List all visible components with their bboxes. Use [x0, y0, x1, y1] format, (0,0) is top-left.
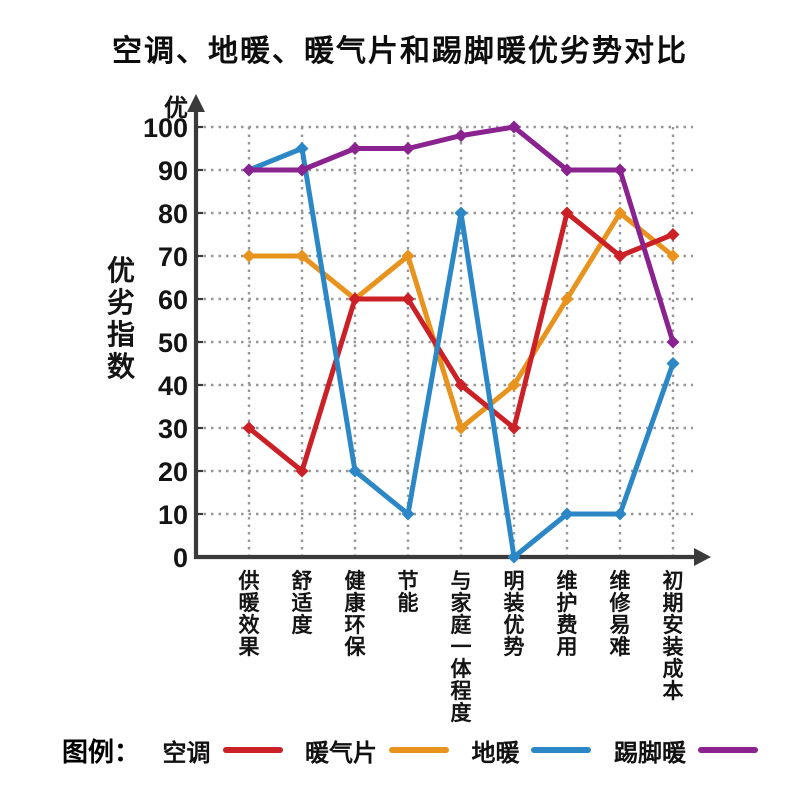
category-label-2: 健康环保	[344, 569, 367, 659]
data-point-air-conditioner-1	[295, 464, 309, 478]
y-axis-top-label: 优	[164, 94, 188, 122]
y-tick-labels: 0 10 20 30 40 50 60 70 80 90 100	[143, 113, 188, 573]
legend-label-radiator: 暖气片	[304, 739, 377, 767]
data-point-baseboard-heating-3	[401, 142, 415, 155]
data-point-baseboard-heating-4	[454, 129, 468, 143]
legend-item-air-conditioner: 空调	[163, 733, 283, 768]
data-point-floor-heating-6	[560, 507, 574, 521]
legend-swatch-baseboard-heating	[697, 747, 758, 753]
category-label-1: 舒适度	[292, 569, 313, 637]
legend-item-baseboard-heating: 踢脚暖	[614, 733, 758, 768]
data-point-baseboard-heating-5	[507, 120, 521, 134]
data-point-baseboard-heating-0	[242, 163, 256, 177]
data-point-air-conditioner-2	[348, 292, 362, 306]
data-point-radiator-0	[242, 249, 256, 263]
data-point-radiator-6	[560, 292, 574, 306]
y-tick-label-70: 70	[158, 242, 188, 272]
legend-swatch-air-conditioner	[222, 747, 283, 753]
data-point-floor-heating-2	[348, 464, 362, 478]
data-point-air-conditioner-5	[507, 421, 521, 435]
x-axis-arrow-icon	[694, 548, 711, 566]
data-point-radiator-1	[295, 249, 309, 263]
legend-label-floor-heating: 地暖	[471, 739, 520, 767]
category-label-5: 明装优势	[504, 570, 525, 659]
legend-swatch-floor-heating	[531, 747, 592, 753]
grid	[196, 125, 693, 557]
data-point-air-conditioner-3	[401, 292, 415, 306]
data-point-floor-heating-7	[613, 507, 627, 521]
data-point-baseboard-heating-2	[348, 142, 362, 155]
data-point-baseboard-heating-7	[613, 163, 627, 177]
y-tick-label-0: 0	[173, 543, 188, 573]
legend-item-floor-heating: 地暖	[471, 733, 592, 768]
legend-swatch-radiator	[388, 747, 449, 753]
data-point-radiator-3	[401, 249, 415, 263]
y-axis-title: 优劣指数	[107, 255, 136, 382]
data-point-floor-heating-3	[401, 507, 415, 521]
series-air-conditioner	[242, 206, 680, 478]
y-tick-label-90: 90	[158, 156, 188, 186]
data-point-radiator-7	[613, 206, 627, 220]
data-point-floor-heating-1	[295, 142, 309, 155]
y-tick-label-50: 50	[158, 328, 188, 358]
data-point-air-conditioner-7	[613, 249, 627, 263]
y-axis-arrow-icon	[187, 94, 205, 112]
chart-title: 空调、地暖、暖气片和踢脚暖优劣势对比	[112, 35, 688, 68]
legend-label-baseboard-heating: 踢脚暖	[613, 739, 686, 767]
y-tick-label-40: 40	[158, 371, 188, 401]
data-point-baseboard-heating-8	[666, 335, 680, 349]
y-tick-label-20: 20	[158, 457, 188, 487]
data-point-floor-heating-8	[666, 357, 680, 370]
axes	[187, 94, 711, 566]
y-tick-label-80: 80	[158, 199, 188, 229]
legend-title: 图例：	[62, 736, 141, 767]
y-tick-label-30: 30	[158, 414, 188, 444]
data-point-air-conditioner-0	[242, 421, 256, 435]
series-baseboard-heating	[242, 120, 680, 349]
legend: 图例： 空调 暖气片 地暖 踢脚暖	[62, 729, 758, 771]
data-point-radiator-5	[507, 378, 521, 392]
data-point-air-conditioner-8	[666, 228, 680, 241]
data-point-air-conditioner-4	[454, 378, 468, 392]
legend-label-air-conditioner: 空调	[162, 739, 211, 767]
x-category-labels: 供暖效果 舒适度 健康环保 节能 与家庭一体程度 明装优势 维护费用 维修易难 初期安装成本	[238, 569, 684, 725]
data-point-baseboard-heating-6	[560, 163, 574, 177]
data-point-air-conditioner-6	[560, 206, 574, 220]
data-point-floor-heating-4	[454, 206, 468, 220]
category-label-8: 初期安装成本	[663, 569, 684, 703]
category-label-6: 维护费用	[557, 569, 578, 659]
y-tick-label-100: 100	[143, 113, 188, 143]
data-point-floor-heating-5	[507, 550, 521, 564]
data-point-baseboard-heating-1	[295, 163, 309, 177]
category-label-4: 与家庭一体程度	[451, 570, 473, 725]
category-label-3: 节能	[398, 569, 419, 615]
y-tick-label-60: 60	[158, 285, 188, 315]
data-point-radiator-4	[454, 421, 468, 435]
category-label-7: 维修易难	[609, 569, 632, 659]
y-tick-label-10: 10	[158, 500, 188, 530]
category-label-0: 供暖效果	[238, 569, 261, 659]
legend-item-radiator: 暖气片	[305, 733, 449, 768]
data-point-radiator-8	[666, 249, 680, 263]
